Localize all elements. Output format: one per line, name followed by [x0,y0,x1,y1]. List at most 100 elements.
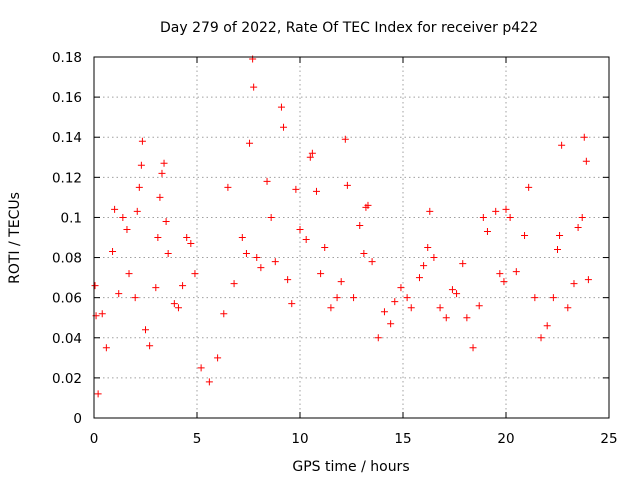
data-point [549,294,557,302]
data-point [242,250,250,258]
y-tick-label: 0.16 [52,90,82,106]
data-point [164,250,172,258]
data-point [341,135,349,143]
data-point [91,282,99,290]
data-point [205,378,213,386]
data-point [224,183,232,191]
data-point [263,177,271,185]
data-point [146,342,154,350]
data-point [162,217,170,225]
data-point [407,304,415,312]
data-point [183,234,191,241]
data-point [350,294,358,302]
data-point [521,231,529,239]
data-point [306,153,314,161]
data-point [415,274,423,282]
data-point [543,322,551,330]
data-point [483,227,491,235]
data-point [343,181,351,189]
data-point [170,300,178,308]
data-point [246,139,254,147]
data-point [158,169,166,177]
data-point [387,320,395,328]
data-point [500,278,508,286]
data-point [253,254,261,262]
data-point [302,236,310,244]
data-point [374,334,382,342]
data-point [292,185,300,193]
x-tick-label: 5 [193,431,202,447]
data-point [582,157,590,165]
data-point [430,254,438,262]
data-point [317,270,325,278]
data-point [119,213,127,221]
data-point [537,334,545,342]
data-point [138,137,146,145]
data-point [578,213,586,221]
data-point [364,201,372,209]
data-point [475,302,483,310]
data-point [109,248,117,256]
data-point [397,284,405,292]
data-point [574,223,582,231]
data-point [496,270,504,278]
data-point [333,294,341,302]
data-point [459,260,467,268]
data-point [230,280,238,288]
data-point [570,280,578,288]
data-point [191,270,199,278]
data-point [123,225,131,233]
data-point [115,290,123,298]
data-point [469,344,477,352]
data-point [564,304,572,312]
data-point [250,83,258,91]
data-point [277,103,285,111]
data-point [220,310,228,318]
data-point [238,234,246,241]
data-point [174,304,182,312]
x-axis-label: GPS time / hours [292,459,409,475]
data-point [453,290,461,298]
data-point [187,240,195,248]
data-point [403,294,411,302]
data-point [426,207,434,215]
y-tick-label: 0.18 [52,50,82,66]
data-point [492,207,500,215]
data-point [391,298,399,306]
data-point [179,282,187,290]
data-point [580,133,588,141]
x-tick-label: 15 [394,431,411,447]
y-tick-label: 0.08 [52,251,82,267]
y-tick-label: 0 [73,411,82,427]
data-point [197,364,205,372]
y-tick-label: 0.12 [52,170,82,186]
data-point [102,344,110,352]
data-point [125,270,133,278]
plot-frame [93,56,610,419]
data-point [436,304,444,312]
data-point [554,246,561,254]
data-point [479,213,487,221]
y-axis-label: ROTI / TECUs [7,192,23,284]
data-point [154,234,162,241]
x-tick-label: 25 [600,431,617,447]
data-point [98,310,106,318]
data-point [531,294,539,302]
y-tick-label: 0.04 [52,331,82,347]
data-point [131,294,139,302]
x-tick-label: 0 [90,431,99,447]
data-point [356,221,364,229]
data-point [502,205,510,213]
y-tick-label: 0.14 [52,130,82,146]
data-point [267,213,275,221]
data-point [160,159,168,167]
data-point [257,264,265,272]
data-point [448,286,456,294]
data-point [321,244,329,252]
data-point [420,262,428,270]
data-point [558,141,566,149]
data-point [368,258,376,266]
data-point [214,354,222,362]
y-tick-label: 0.1 [61,210,82,226]
